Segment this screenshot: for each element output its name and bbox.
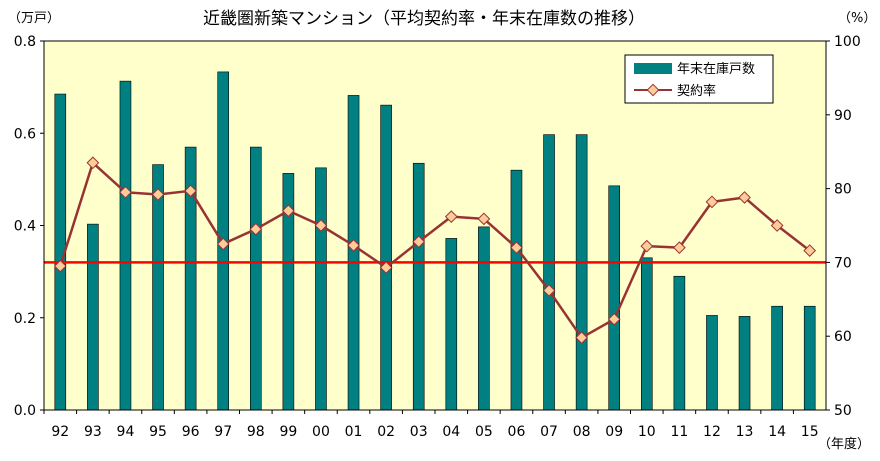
x-axis-unit: （年度） [818,436,870,452]
inventory-bar-00 [315,167,327,411]
contract-rate-point-96 [184,184,197,198]
x-tick-label: 09 [605,424,623,440]
x-tick-label: 06 [508,424,526,440]
x-tick-label: 94 [117,424,135,440]
right-tick-label: 80 [834,182,852,198]
contract-rate-point-04 [444,210,458,224]
x-tick-label: 99 [279,424,297,440]
inventory-bar-07 [543,134,555,411]
left-axis-unit: （万戸） [8,11,60,26]
right-axis-ticks: 50 60 70 80 90 100 [826,34,861,419]
contract-rate-point-05 [477,212,491,226]
x-tick-label: 07 [540,424,558,440]
inventory-bar-94 [119,80,132,411]
x-tick-label: 92 [51,424,69,440]
inventory-bar-93 [87,223,99,411]
inventory-bar-15 [803,305,816,411]
x-tick-label: 05 [475,424,493,440]
contract-rate-point-08 [575,331,588,345]
x-tick-label: 12 [703,424,721,440]
contract-rate-point-98 [249,222,263,236]
x-tick-label: 15 [801,424,819,440]
x-tick-label: 93 [84,424,102,440]
x-tick-label: 03 [410,424,428,440]
contract-rate-point-10 [640,239,654,253]
contract-rate-point-00 [314,219,328,232]
contract-rate-point-07 [542,284,556,297]
contract-rate-point-97 [216,237,230,251]
contract-rate-line-group [53,156,817,345]
x-tick-label: 04 [442,424,460,440]
contract-rate-point-12 [705,195,719,209]
right-axis-unit: （%） [838,11,876,26]
inventory-bar-05 [478,226,490,411]
contract-rate-point-03 [412,235,426,249]
legend-bar-swatch [634,63,672,74]
inventory-bar-13 [738,316,751,411]
x-tick-label: 00 [312,424,330,440]
legend-label-contract-rate: 契約率 [677,83,716,99]
x-tick-label: 95 [149,424,167,440]
inventory-bar-09 [608,185,621,411]
inventory-bar-95 [152,164,164,411]
legend-marker [646,83,660,97]
inventory-bars [54,71,816,411]
inventory-bar-01 [347,95,360,411]
contract-rate-point-99 [282,204,295,218]
x-tick-label: 10 [638,424,656,440]
contract-rate-point-94 [119,185,132,199]
x-tick-label: 02 [377,424,395,440]
x-tick-label: 97 [214,424,232,440]
left-tick-label: 0.8 [14,34,36,50]
right-tick-label: 90 [834,108,852,124]
x-tick-label: 11 [670,424,688,440]
left-tick-label: 0.6 [14,126,36,142]
inventory-bar-08 [575,134,588,411]
contract-rate-point-15 [803,244,817,257]
x-tick-label: 08 [573,424,591,440]
chart-title: 近畿圏新築マンション（平均契約率・年末在庫数の推移） [203,9,645,29]
contract-rate-point-13 [738,191,751,204]
left-tick-label: 0.2 [14,311,36,327]
legend: 年末在庫戸数 契約率 [624,54,774,104]
right-tick-label: 50 [834,403,852,419]
inventory-bar-03 [412,162,425,411]
x-tick-label: 96 [182,424,200,440]
x-tick-label: 98 [247,424,265,440]
legend-label-inventory: 年末在庫戸数 [677,62,755,77]
inventory-bar-12 [706,315,718,411]
x-tick-label: 14 [768,424,786,440]
plot-frame [43,40,827,411]
inventory-bar-98 [249,146,262,411]
contract-rate-point-09 [607,312,621,326]
x-axis-labels: 92 93 94 95 96 97 98 99 00 01 02 03 04 05 06 07 08 09 10 11… [43,410,819,440]
inventory-bar-14 [771,305,783,411]
contract-rate-point-93 [86,156,100,170]
contract-rate-point-02 [379,261,393,274]
inventory-bar-04 [445,238,458,411]
contract-rate-point-11 [673,241,686,255]
x-tick-label: 01 [345,424,363,440]
contract-rate-point-92 [53,259,67,273]
left-tick-label: 0.4 [14,219,36,235]
inventory-bar-10 [640,257,653,411]
inventory-bar-02 [380,104,392,411]
x-tick-label: 13 [736,424,754,440]
right-tick-label: 70 [834,255,852,271]
contract-rate-point-06 [510,241,523,255]
right-tick-label: 100 [834,34,861,50]
contract-rate-point-14 [770,219,784,232]
contract-rate-point-01 [347,239,360,252]
left-axis-ticks: 0.0 0.2 0.4 0.6 0.8 [14,34,44,419]
inventory-bar-06 [510,169,523,411]
inventory-bar-11 [673,275,686,411]
right-tick-label: 60 [834,329,852,345]
contract-rate-point-95 [151,188,165,201]
left-tick-label: 0.0 [14,403,36,419]
